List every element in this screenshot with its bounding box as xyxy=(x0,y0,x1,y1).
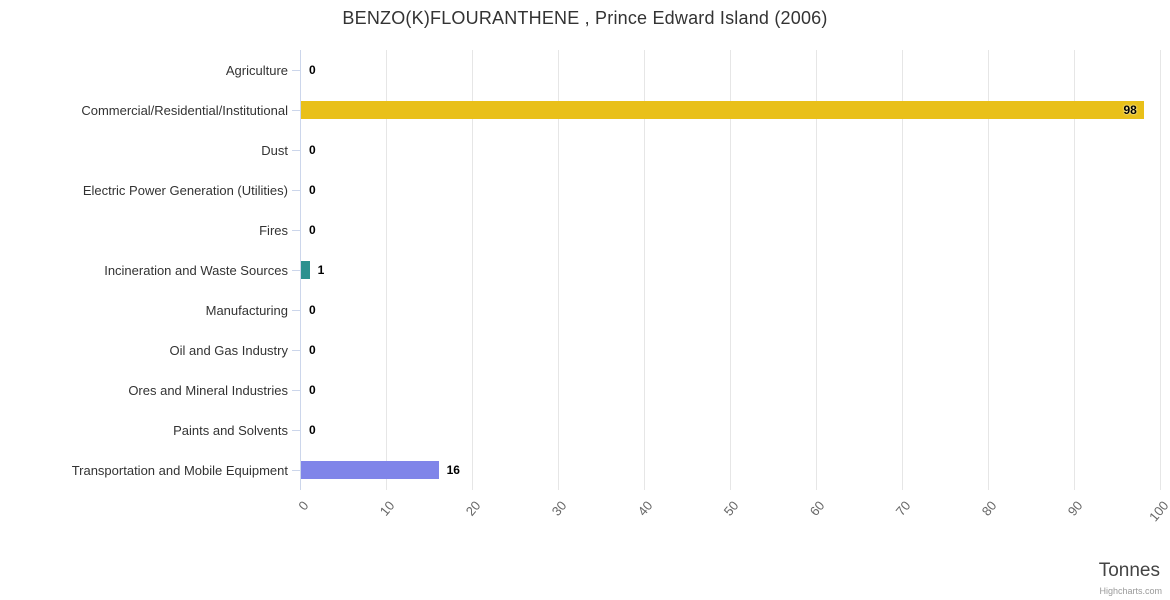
data-label: 0 xyxy=(309,383,316,397)
x-tick-label: 70 xyxy=(892,498,914,519)
category-tick xyxy=(292,230,300,231)
x-gridline xyxy=(730,50,731,490)
x-gridline xyxy=(1074,50,1075,490)
category-axis-line xyxy=(300,50,301,490)
category-tick xyxy=(292,270,300,271)
category-label: Fires xyxy=(259,222,288,238)
x-tick-label: 100 xyxy=(1146,498,1170,525)
category-label: Incineration and Waste Sources xyxy=(104,262,288,278)
bar-commercial-residential-institutional[interactable] xyxy=(301,101,1144,119)
data-label: 16 xyxy=(446,463,460,477)
data-label: 0 xyxy=(309,183,316,197)
x-tick-label: 10 xyxy=(376,498,398,519)
highcharts-credit[interactable]: Highcharts.com xyxy=(1099,586,1162,596)
chart-title: BENZO(K)FLOURANTHENE , Prince Edward Isl… xyxy=(342,8,828,28)
x-gridline xyxy=(644,50,645,490)
x-tick-label: 60 xyxy=(806,498,828,519)
x-gridline xyxy=(472,50,473,490)
data-label: 1 xyxy=(317,263,325,277)
x-gridline xyxy=(1160,50,1161,490)
category-tick xyxy=(292,350,300,351)
x-tick-label: 0 xyxy=(295,498,312,514)
x-gridline xyxy=(558,50,559,490)
x-axis-title: Tonnes xyxy=(1098,560,1160,581)
x-tick-label: 80 xyxy=(978,498,1000,519)
data-label: 0 xyxy=(309,143,316,157)
x-gridline xyxy=(816,50,817,490)
category-label: Oil and Gas Industry xyxy=(169,342,289,358)
data-label: 0 xyxy=(309,63,316,77)
category-label: Agriculture xyxy=(225,62,288,78)
data-label: 0 xyxy=(309,343,316,357)
category-tick xyxy=(292,430,300,431)
category-tick xyxy=(292,390,300,391)
x-tick-label: 40 xyxy=(634,498,656,519)
data-label: 98 xyxy=(1123,103,1137,117)
category-tick xyxy=(292,110,300,111)
category-tick xyxy=(292,470,300,471)
category-label: Manufacturing xyxy=(205,302,288,318)
x-tick-label: 90 xyxy=(1064,498,1086,519)
category-label: Commercial/Residential/Institutional xyxy=(81,102,288,118)
category-tick xyxy=(292,310,300,311)
category-label: Dust xyxy=(261,142,288,158)
x-tick-label: 50 xyxy=(720,498,742,519)
data-label: 0 xyxy=(309,423,316,437)
x-gridline xyxy=(902,50,903,490)
x-gridline xyxy=(386,50,387,490)
x-gridline xyxy=(988,50,989,490)
category-label: Transportation and Mobile Equipment xyxy=(71,462,288,478)
bar-transportation-and-mobile-equipment[interactable] xyxy=(301,461,439,479)
x-tick-label: 30 xyxy=(548,498,570,519)
bar-incineration-and-waste-sources[interactable] xyxy=(301,261,310,279)
category-tick xyxy=(292,70,300,71)
category-label: Ores and Mineral Industries xyxy=(128,382,288,398)
x-tick-label: 20 xyxy=(462,498,484,519)
data-label: 0 xyxy=(309,303,316,317)
category-label: Paints and Solvents xyxy=(173,422,288,438)
category-label: Electric Power Generation (Utilities) xyxy=(82,182,288,198)
category-tick xyxy=(292,190,300,191)
data-label: 0 xyxy=(309,223,316,237)
category-tick xyxy=(292,150,300,151)
